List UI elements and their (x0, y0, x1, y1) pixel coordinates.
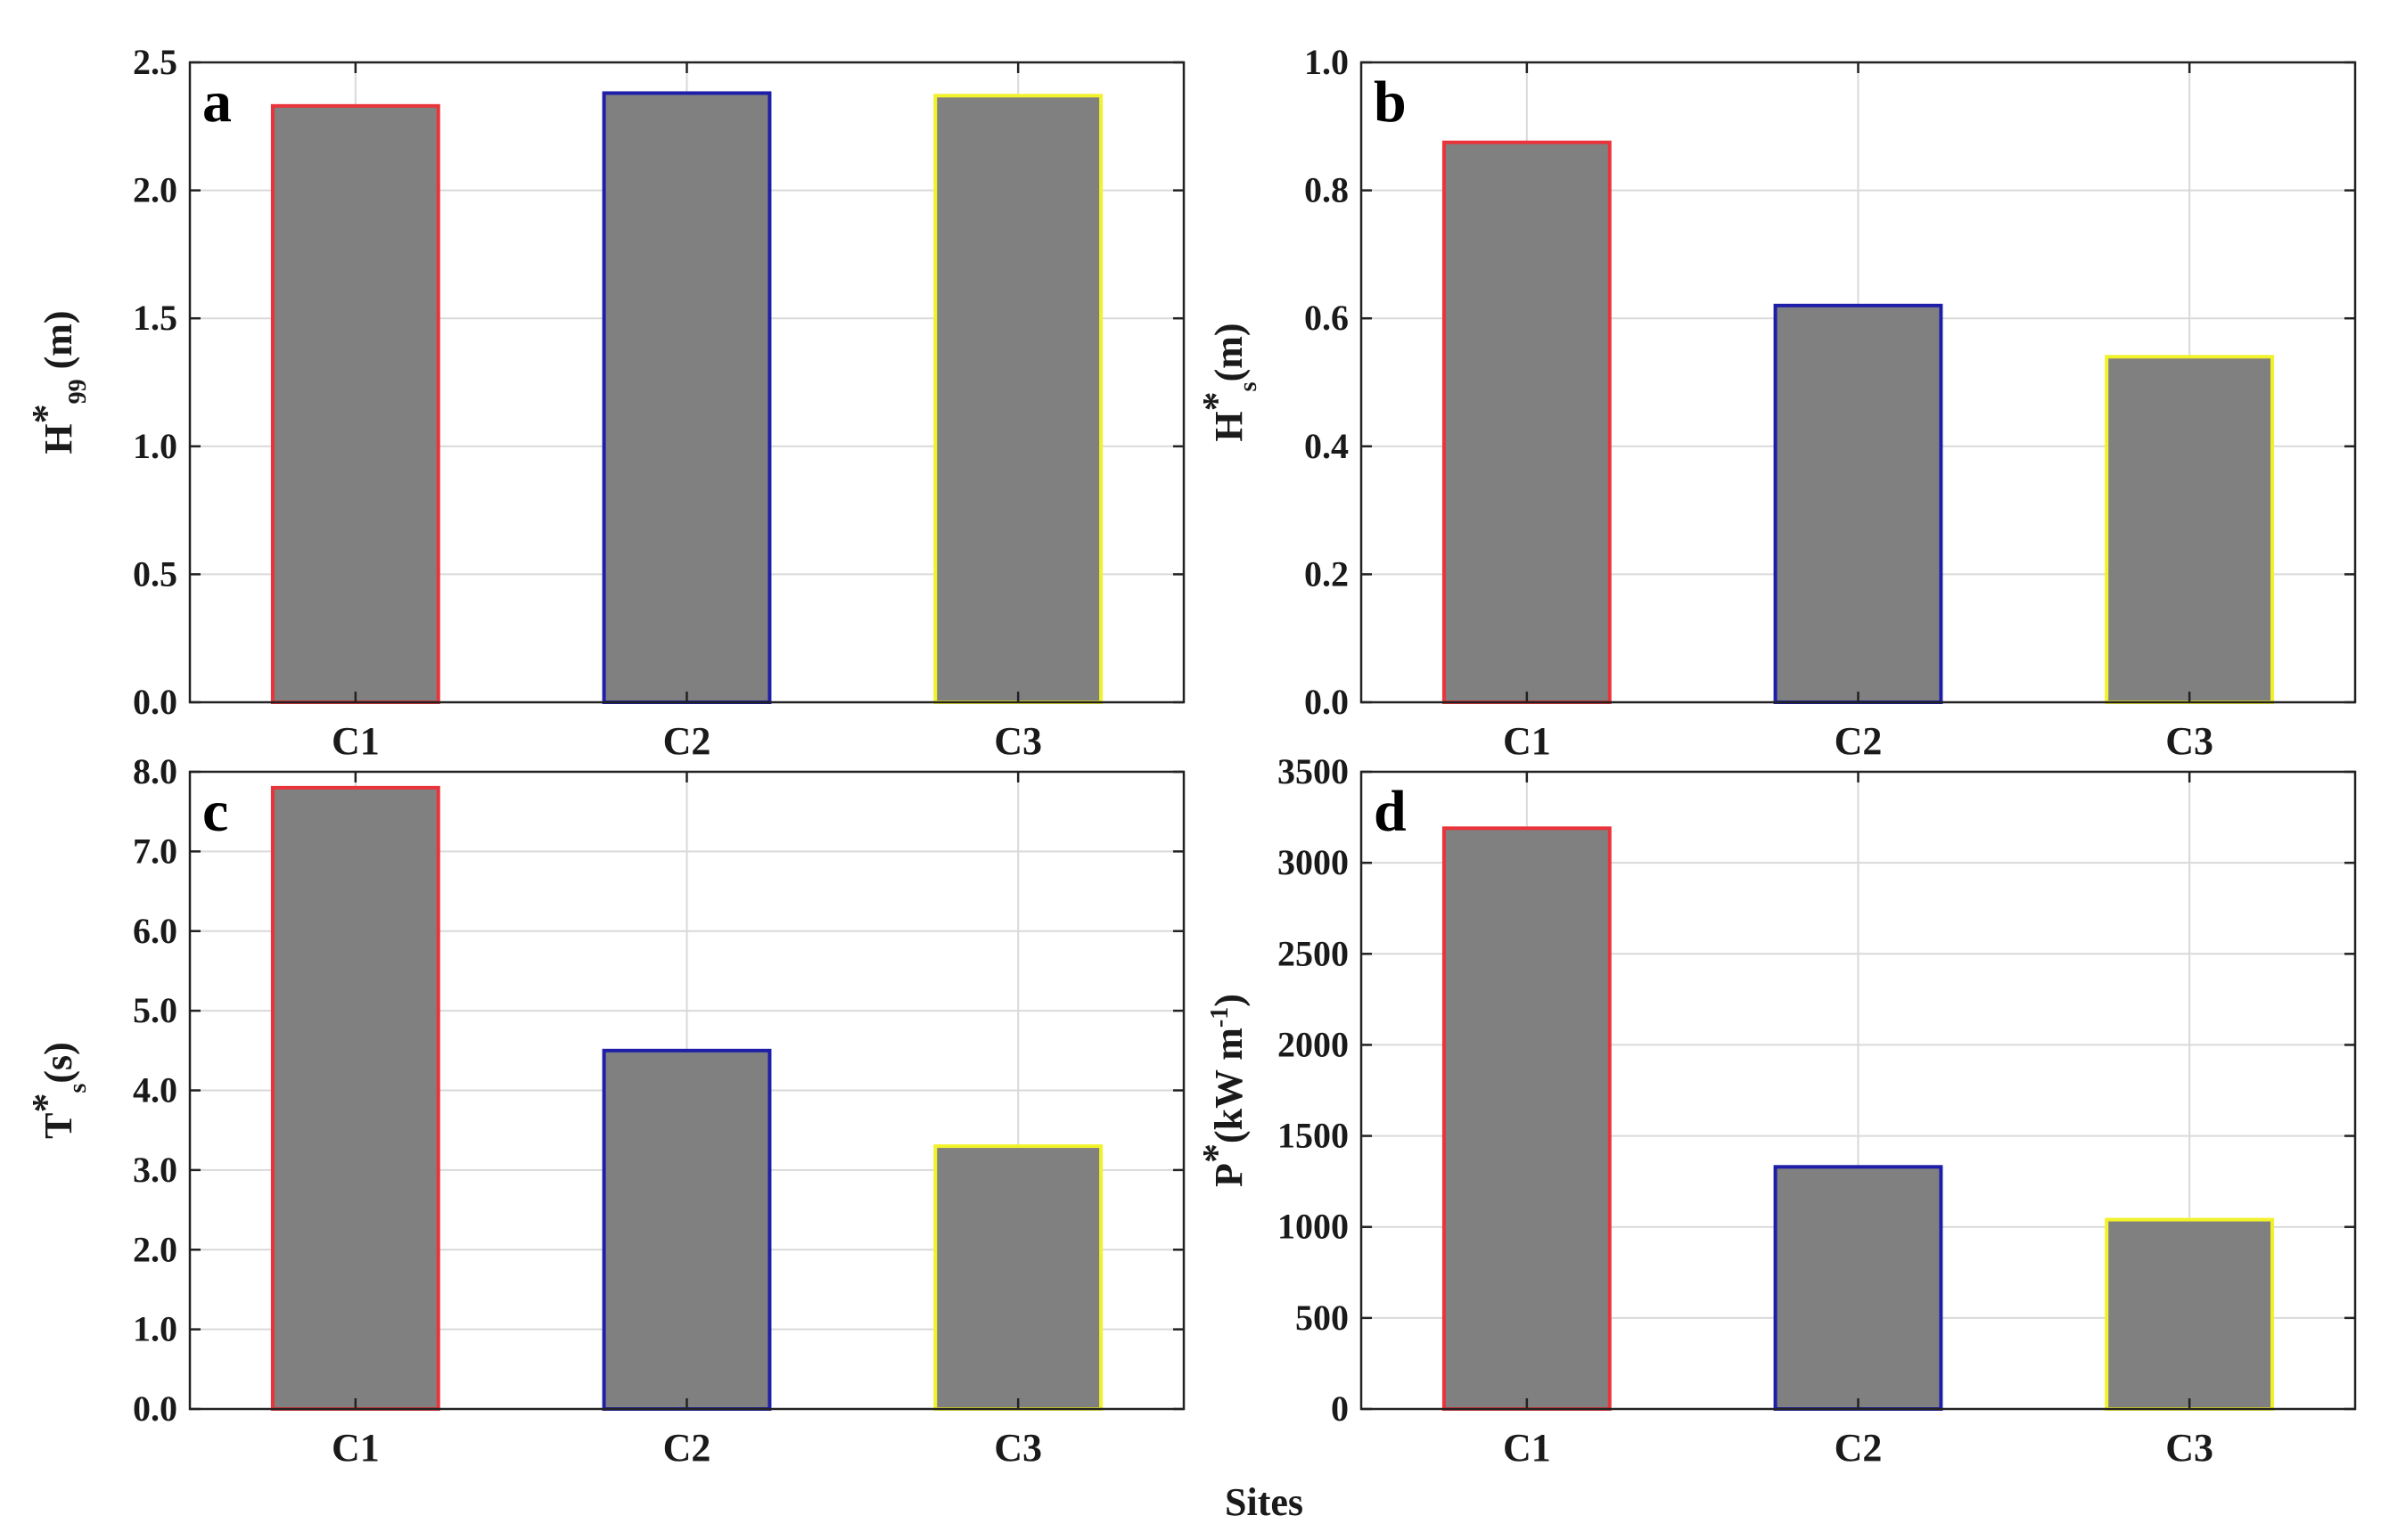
y-tick-label: 0.0 (1304, 682, 1349, 722)
x-tick-label-C2: C2 (663, 719, 711, 763)
y-axis-title-c: T*s(s) (24, 1042, 92, 1139)
bar-d-C2 (1773, 1165, 1943, 1412)
y-tick-label: 0.0 (133, 682, 177, 722)
y-tick-label: 1500 (1277, 1116, 1349, 1156)
bar-c-C2 (602, 1048, 772, 1411)
y-tick-label: 2.5 (133, 42, 177, 82)
y-tick-label: 1.5 (133, 298, 177, 338)
y-tick-label: 0.6 (1304, 298, 1349, 338)
bar-c-C1 (270, 785, 440, 1411)
panel-b: 0.0 0.2 0.4 0.6 0.8 1.0 C1 C2 C3 b H*s(m) (1194, 42, 2357, 763)
bar-b-C3 (2105, 355, 2275, 704)
y-tick-label: 1.0 (133, 426, 177, 466)
panel-c: 0.0 1.0 2.0 3.0 4.0 5.0 6.0 7.0 8.0 C1 C2 C3 c T*s(s) (24, 751, 1186, 1470)
x-tick-label-C2: C2 (1835, 1426, 1883, 1470)
y-tick-label: 0.4 (1304, 426, 1349, 466)
panel-label-c: c (202, 779, 228, 844)
bar-a-C1 (270, 103, 440, 705)
x-tick-label-C1: C1 (1503, 719, 1551, 763)
x-tick-label-C3: C3 (994, 1426, 1042, 1470)
y-tick-label: 2.0 (133, 170, 177, 210)
x-tick-label-C2: C2 (663, 1426, 711, 1470)
y-tick-label: 4.0 (133, 1070, 177, 1110)
y-tick-label: 2000 (1277, 1024, 1349, 1064)
x-tick-label-C2: C2 (1835, 719, 1883, 763)
y-tick-label: 2.0 (133, 1229, 177, 1269)
y-tick-label: 3.0 (133, 1150, 177, 1190)
x-tick-label-C1: C1 (332, 1426, 380, 1470)
panel-d: 0 500 1000 1500 2000 2500 3000 3500 C1 C2 C3 d P*(kW… (1194, 751, 2357, 1470)
y-tick-label: 0.0 (133, 1388, 177, 1429)
x-tick-label-C1: C1 (1503, 1426, 1551, 1470)
panel-a: 0.0 0.5 1.0 1.5 2.0 2.5 C1 C2 C3 a H*99 (m) (24, 42, 1186, 763)
y-tick-label: 5.0 (133, 990, 177, 1030)
bar-a-C3 (933, 94, 1104, 704)
panel-label-b: b (1374, 70, 1407, 135)
y-tick-label: 6.0 (133, 911, 177, 951)
y-tick-label: 0.8 (1304, 170, 1349, 210)
panel-label-d: d (1374, 779, 1407, 844)
y-tick-label: 0.5 (133, 553, 177, 594)
y-tick-label: 8.0 (133, 751, 177, 791)
bar-d-C1 (1441, 826, 1612, 1411)
bar-a-C2 (602, 91, 772, 705)
y-axis-title-b: H*s(m) (1194, 323, 1262, 441)
y-axis-title-a: H*99 (m) (24, 310, 92, 454)
y-tick-label: 1.0 (133, 1309, 177, 1349)
y-tick-label: 500 (1295, 1298, 1349, 1338)
bar-d-C3 (2105, 1217, 2275, 1411)
y-tick-label: 1.0 (1304, 42, 1349, 82)
x-axis-title-sites: Sites (1225, 1480, 1303, 1524)
bar-c-C3 (933, 1144, 1104, 1411)
x-tick-label-C3: C3 (2165, 719, 2213, 763)
y-tick-label: 3500 (1277, 751, 1349, 791)
bar-b-C2 (1773, 303, 1943, 704)
x-tick-label-C3: C3 (994, 719, 1042, 763)
x-tick-label-C1: C1 (332, 719, 380, 763)
y-tick-label: 0 (1331, 1388, 1349, 1429)
y-tick-label: 1000 (1277, 1207, 1349, 1247)
bar-b-C1 (1441, 140, 1612, 704)
y-tick-label: 2500 (1277, 933, 1349, 973)
y-axis-title-d: P*(kW m-1) (1194, 994, 1251, 1187)
y-tick-label: 7.0 (133, 831, 177, 871)
x-tick-label-C3: C3 (2165, 1426, 2213, 1470)
y-tick-label: 0.2 (1304, 553, 1349, 594)
y-tick-label: 3000 (1277, 842, 1349, 882)
panel-label-a: a (202, 70, 232, 135)
